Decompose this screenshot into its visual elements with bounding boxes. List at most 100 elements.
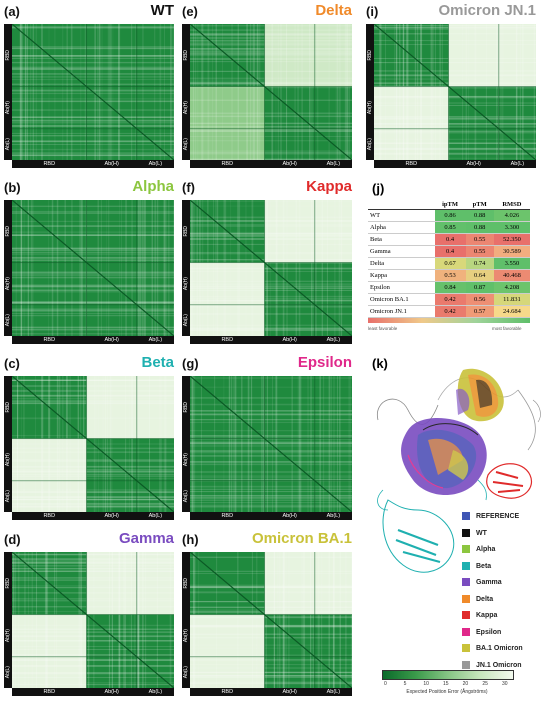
- legend-swatch: [462, 644, 470, 653]
- colorbar-tick: 30: [502, 681, 508, 687]
- row-name: Alpha: [368, 221, 435, 234]
- y-axis-label: RBD: [5, 226, 11, 237]
- table-row: Gamma 0.4 0.55 30.589: [368, 245, 530, 258]
- panel-label: (a): [4, 4, 20, 19]
- y-axis-label: RBD: [183, 50, 189, 61]
- metric-cell: 0.53: [434, 269, 466, 282]
- y-axis-bar: RBD Ab(H) Ab(L): [4, 376, 12, 512]
- x-axis-label: Ab(H): [282, 513, 297, 519]
- metric-cell: 24.684: [493, 305, 530, 318]
- legend-swatch: [462, 594, 470, 603]
- colorbar-tick: 0: [384, 681, 387, 687]
- panel-title: Epsilon: [297, 354, 352, 371]
- y-axis-label: Ab(L): [183, 666, 189, 679]
- pae-panel-e: (e) Delta RBD Ab(H) Ab(L) RBD Ab(H) Ab(L): [182, 2, 354, 168]
- least-favorable-label: least favorable: [368, 326, 398, 331]
- metric-cell: 40.468: [493, 269, 530, 282]
- pae-heatmap: [190, 200, 352, 336]
- panel-title: Delta: [315, 2, 352, 19]
- panel-label: (f): [182, 180, 195, 195]
- x-axis-label: Ab(H): [104, 161, 119, 167]
- panel-label: (c): [4, 356, 20, 371]
- legend-item: Alpha: [462, 545, 495, 555]
- table-row: Delta 0.67 0.74 3.550: [368, 257, 530, 270]
- legend-item: BA.1 Omicron: [462, 644, 523, 654]
- table-row: Omicron JN.1 0.42 0.57 24.684: [368, 305, 530, 318]
- x-axis-label: Ab(L): [326, 689, 341, 695]
- y-axis-label: RBD: [5, 402, 11, 413]
- legend-label: BA.1 Omicron: [476, 645, 523, 652]
- y-axis-label: Ab(H): [183, 101, 189, 115]
- table-header: ipTM: [434, 200, 466, 210]
- panel-title: WT: [150, 2, 174, 19]
- row-name: Beta: [368, 233, 435, 246]
- colorbar-tick: 5: [403, 681, 407, 687]
- metric-cell: 0.4: [434, 245, 466, 258]
- y-axis-label: Ab(L): [183, 314, 189, 327]
- legend-label: Alpha: [476, 546, 496, 553]
- y-axis-label: Ab(H): [5, 101, 11, 115]
- legend-label: Kappa: [476, 612, 498, 619]
- metric-cell: 0.88: [465, 221, 494, 234]
- metric-cell: 11.831: [493, 293, 530, 306]
- y-axis-label: Ab(L): [5, 138, 11, 151]
- metric-cell: 0.55: [465, 233, 494, 246]
- row-name: Omicron JN.1: [368, 305, 435, 318]
- panel-title: Beta: [141, 354, 174, 371]
- legend-item: Kappa: [462, 611, 497, 621]
- pae-panel-g: (g) Epsilon RBD Ab(H) Ab(L) RBD Ab(H) Ab(L): [182, 354, 354, 520]
- x-axis-label: RBD: [43, 337, 56, 343]
- metric-cell: 4.026: [493, 209, 530, 222]
- pae-panel-a: (a) WT RBD Ab(H) Ab(L) RBD Ab(H) Ab(L): [4, 2, 176, 168]
- pae-panel-b: (b) Alpha RBD Ab(H) Ab(L) RBD Ab(H) Ab(L): [4, 178, 176, 344]
- row-name: Gamma: [368, 245, 435, 258]
- y-axis-bar: RBD Ab(H) Ab(L): [366, 24, 374, 160]
- pae-panel-f: (f) Kappa RBD Ab(H) Ab(L) RBD Ab(H) Ab(L): [182, 178, 354, 344]
- metric-cell: 0.56: [465, 293, 494, 306]
- x-axis-bar: RBD Ab(H) Ab(L): [190, 688, 352, 696]
- y-axis-label: Ab(L): [183, 138, 189, 151]
- y-axis-label: Ab(H): [183, 277, 189, 291]
- legend-swatch: [462, 561, 470, 570]
- pae-panel-h: (h) Omicron BA.1 RBD Ab(H) Ab(L) RBD Ab(H) Ab(L…: [182, 530, 354, 696]
- x-axis-label: RBD: [221, 337, 234, 343]
- metric-cell: 0.88: [465, 209, 494, 222]
- pae-panel-d: (d) Gamma RBD Ab(H) Ab(L) RBD Ab(H) Ab(L): [4, 530, 176, 696]
- metric-cell: 0.85: [434, 221, 466, 234]
- y-axis-label: Ab(H): [5, 629, 11, 643]
- row-name: Delta: [368, 257, 435, 270]
- metric-cell: 4.208: [493, 281, 530, 294]
- x-axis-bar: RBD Ab(H) Ab(L): [12, 160, 174, 168]
- x-axis-label: RBD: [221, 513, 234, 519]
- x-axis-label: Ab(H): [282, 689, 297, 695]
- legend-swatch: [462, 512, 470, 521]
- metric-cell: 0.86: [434, 209, 466, 222]
- y-axis-label: Ab(L): [183, 490, 189, 503]
- x-axis-label: RBD: [405, 161, 418, 167]
- metric-cell: 0.57: [465, 305, 494, 318]
- legend-item: REFERENCE: [462, 512, 519, 522]
- pae-heatmap: [190, 552, 352, 688]
- panel-label: (b): [4, 180, 21, 195]
- legend-item: WT: [462, 528, 487, 539]
- y-axis-label: RBD: [367, 50, 373, 61]
- structure-label: (k): [372, 356, 388, 371]
- metric-cell: 0.4: [434, 233, 466, 246]
- row-name: Omicron BA.1: [368, 293, 435, 306]
- x-axis-label: Ab(L): [148, 337, 163, 343]
- favorability-gradient: [368, 318, 530, 323]
- y-axis-bar: RBD Ab(H) Ab(L): [182, 200, 190, 336]
- legend-item: Gamma: [462, 578, 502, 588]
- legend-item: JN.1 Omicron: [462, 660, 522, 671]
- y-axis-label: RBD: [183, 402, 189, 413]
- pae-heatmap: [12, 376, 174, 512]
- table-header: pTM: [465, 200, 494, 210]
- metric-cell: 0.42: [434, 293, 466, 306]
- x-axis-label: RBD: [43, 513, 56, 519]
- pae-heatmap: [374, 24, 536, 160]
- y-axis-bar: RBD Ab(H) Ab(L): [4, 552, 12, 688]
- x-axis-label: Ab(L): [510, 161, 525, 167]
- metric-cell: 0.55: [465, 245, 494, 258]
- y-axis-label: Ab(H): [5, 453, 11, 467]
- legend-swatch: [462, 660, 470, 669]
